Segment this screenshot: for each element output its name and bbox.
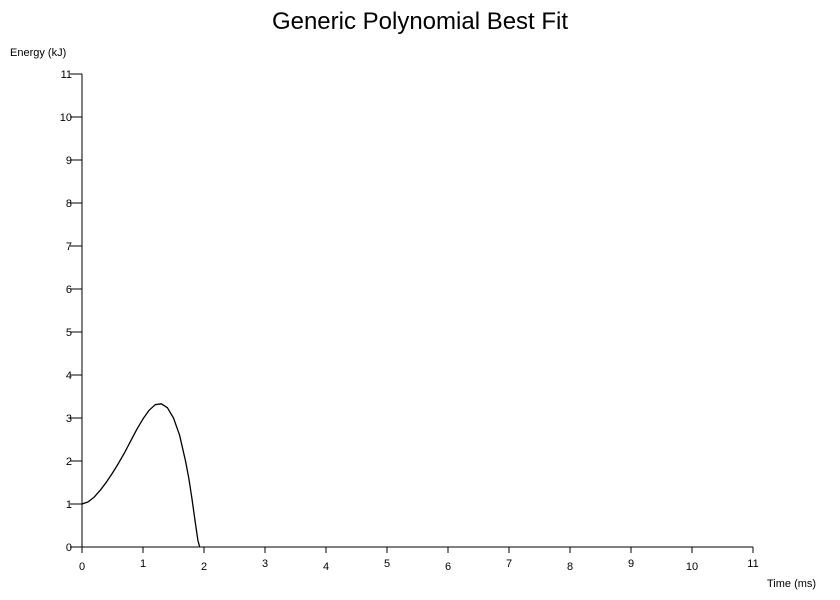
y-tick-label-8: 8 [66, 198, 72, 210]
x-tick-label-8: 8 [567, 561, 573, 573]
y-tick-label-11: 11 [61, 69, 72, 81]
x-tick-label-1: 1 [140, 558, 146, 570]
y-tick-label-3: 3 [66, 413, 72, 425]
x-tick-label-4: 4 [323, 561, 329, 573]
x-tick-label-2: 2 [201, 561, 207, 573]
y-tick-label-2: 2 [66, 456, 72, 468]
y-tick-label-10: 10 [60, 112, 72, 124]
y-tick-label-7: 7 [66, 241, 72, 253]
y-tick-label-6: 6 [66, 284, 72, 296]
y-tick-label-0: 0 [66, 542, 72, 554]
x-tick-label-10: 10 [686, 561, 698, 573]
chart-title: Generic Polynomial Best Fit [271, 8, 569, 35]
x-tick-label-3: 3 [262, 558, 268, 570]
y-tick-label-1: 1 [66, 499, 72, 511]
y-axis-label: Energy (kJ) [10, 47, 67, 59]
x-tick-label-5: 5 [384, 558, 390, 570]
x-tick-label-0: 0 [79, 561, 85, 573]
x-tick-label-11: 11 [747, 558, 758, 570]
x-tick-label-6: 6 [445, 561, 451, 573]
x-tick-label-7: 7 [506, 558, 512, 570]
y-tick-label-9: 9 [66, 155, 72, 167]
series-line-0 [81, 403, 201, 548]
y-tick-label-5: 5 [66, 327, 72, 339]
y-tick-label-4: 4 [66, 370, 72, 382]
x-tick-label-9: 9 [628, 558, 634, 570]
x-axis-label: Time (ms) [767, 578, 817, 590]
